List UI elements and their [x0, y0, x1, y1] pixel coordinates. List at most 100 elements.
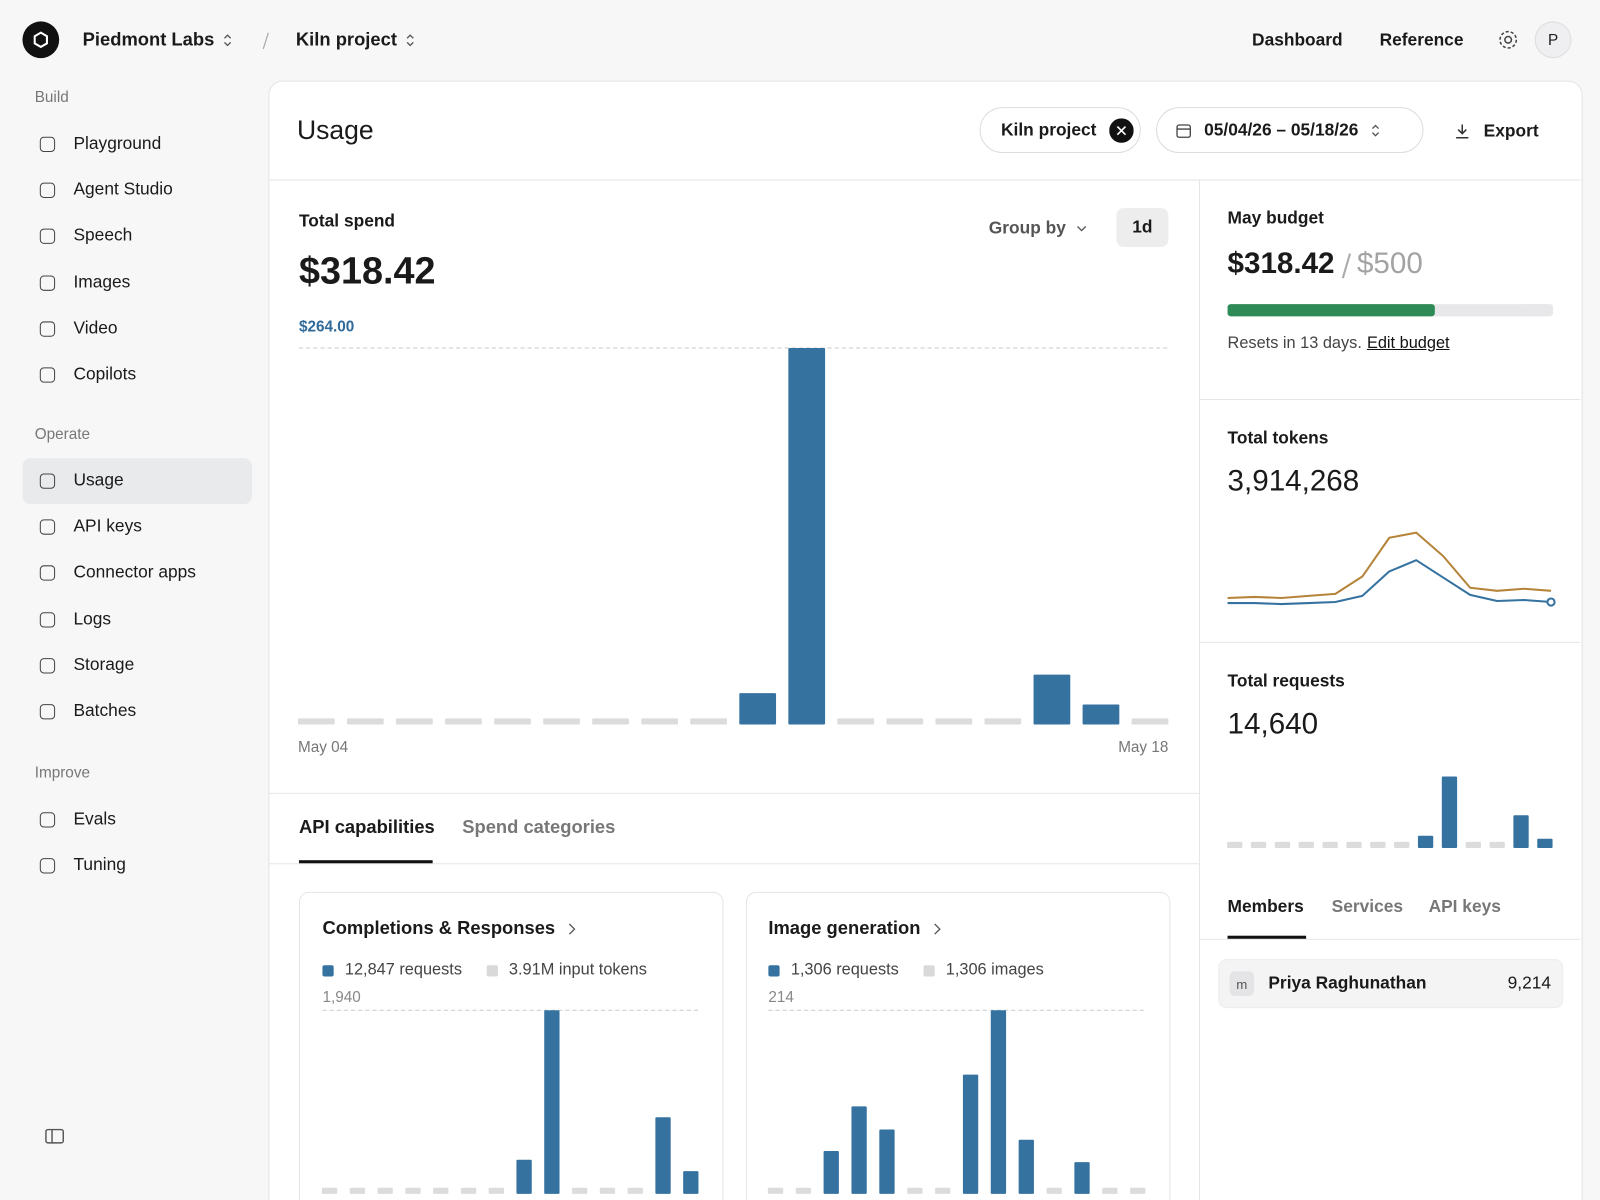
- divider: [1199, 641, 1581, 643]
- chevron: [1372, 124, 1380, 137]
- nav-link[interactable]: Reference: [1379, 30, 1464, 50]
- nav-item[interactable]: Images: [73, 271, 131, 292]
- nav-item[interactable]: Video: [73, 317, 118, 338]
- chevron: [1076, 226, 1086, 232]
- tab[interactable]: Spend categories: [462, 816, 616, 837]
- group-by[interactable]: Group by: [989, 218, 1087, 238]
- card-title: Image generation: [768, 917, 941, 939]
- legend-swatch: [768, 964, 780, 977]
- card-title: Completions & Responses: [322, 917, 576, 939]
- download-icon: [1456, 124, 1469, 139]
- remove-filter[interactable]: [1108, 117, 1134, 143]
- date-range-label: 05/04/26 – 05/18/26: [1204, 119, 1359, 140]
- tab[interactable]: Members: [1227, 896, 1304, 917]
- nav-item[interactable]: Speech: [73, 225, 133, 246]
- legend: 1,306 requests 1,306 images: [768, 961, 1044, 979]
- nav-link[interactable]: Dashboard: [1252, 30, 1343, 50]
- budget-amount: $318.42 $500: [1228, 247, 1423, 281]
- nav-item[interactable]: Evals: [73, 808, 116, 829]
- spend-label: Total spend: [298, 211, 396, 231]
- nav-icon: [39, 657, 56, 674]
- interval-button[interactable]: 1d: [1116, 208, 1169, 247]
- nav-icon: [39, 611, 56, 628]
- org-name: Piedmont Labs: [82, 29, 215, 50]
- nav-icon: [39, 704, 56, 720]
- nav-icon: [39, 367, 56, 383]
- nav-icon: [39, 275, 56, 291]
- tab[interactable]: API capabilities: [298, 816, 435, 837]
- legend-label: 12,847 requests: [344, 961, 462, 979]
- project-name: Kiln project: [295, 29, 397, 50]
- member-row[interactable]: [1218, 959, 1564, 1009]
- nav-item[interactable]: Usage: [73, 470, 124, 490]
- tab-underline: [298, 860, 433, 864]
- tokens-label: Total tokens: [1227, 428, 1329, 448]
- card-title-text: Completions & Responses: [322, 917, 556, 939]
- legend-swatch: [486, 964, 498, 977]
- tab[interactable]: API keys: [1428, 896, 1501, 917]
- nav-icon: [39, 565, 56, 582]
- logo[interactable]: [22, 21, 60, 59]
- legend-label: 1,306 images: [945, 961, 1044, 979]
- export-button[interactable]: Export: [1454, 121, 1539, 141]
- nav-icon: [39, 321, 56, 337]
- tokens-total: 3,914,268: [1227, 464, 1360, 498]
- budget-label: May budget: [1227, 207, 1324, 228]
- date-range[interactable]: 05/04/26 – 05/18/26: [1156, 107, 1424, 154]
- divider: [1199, 938, 1581, 940]
- page-title: Usage: [296, 114, 374, 146]
- legend-label: 1,306 requests: [790, 961, 899, 979]
- legend: 12,847 requests 3.91M input tokens: [322, 961, 647, 979]
- spend-total: $318.42: [298, 249, 436, 292]
- requests-label: Total requests: [1227, 671, 1345, 691]
- collapse-icon[interactable]: [45, 1128, 65, 1145]
- divider: [1198, 179, 1200, 1200]
- nav-active-bg: [22, 458, 253, 505]
- divider: [1199, 398, 1581, 400]
- budget-note: Resets in 13 days. Edit budget: [1228, 335, 1450, 353]
- nav-icon: [39, 858, 56, 874]
- divider: [269, 792, 1199, 794]
- budget-limit: $500: [1356, 247, 1423, 281]
- legend-swatch: [322, 964, 334, 977]
- filter-chip[interactable]: Kiln project: [979, 107, 1141, 154]
- logo-mark: [33, 31, 48, 49]
- nav-section-title: Operate: [34, 425, 91, 443]
- member-initial: m: [1229, 971, 1255, 996]
- nav-icon: [39, 519, 56, 535]
- chevron: [934, 923, 941, 935]
- calendar-icon: [1176, 123, 1191, 138]
- nav-item[interactable]: Tuning: [73, 855, 126, 875]
- divider: [269, 863, 1199, 865]
- nav-item[interactable]: Agent Studio: [73, 179, 173, 199]
- divider: [269, 179, 1581, 181]
- budget-note-text: Resets in 13 days.: [1227, 334, 1362, 353]
- tab[interactable]: Services: [1331, 896, 1404, 917]
- avatar[interactable]: P: [1534, 21, 1572, 59]
- settings-icon[interactable]: [1497, 29, 1519, 51]
- edit-budget[interactable]: Edit budget: [1366, 334, 1450, 353]
- nav-item[interactable]: Storage: [73, 654, 135, 675]
- nav-item[interactable]: Copilots: [73, 364, 137, 384]
- nav-item[interactable]: Playground: [73, 133, 162, 153]
- requests-total: 14,640: [1227, 707, 1319, 741]
- budget-spent: $318.42: [1227, 247, 1335, 281]
- separator: [262, 32, 269, 50]
- nav-section-title: Improve: [34, 764, 90, 782]
- capability-card[interactable]: [298, 891, 724, 1200]
- capability-card[interactable]: [745, 891, 1171, 1200]
- org-switcher[interactable]: Piedmont Labs: [83, 29, 233, 50]
- nav-item[interactable]: Logs: [73, 608, 112, 628]
- nav-item[interactable]: Connector apps: [73, 562, 196, 582]
- group-by-label: Group by: [988, 218, 1066, 238]
- nav-icon: [39, 228, 56, 245]
- nav-icon: [39, 473, 56, 489]
- chevron: [568, 923, 576, 935]
- card-title-text: Image generation: [768, 917, 921, 939]
- main-panel: [268, 80, 1583, 1200]
- nav-item[interactable]: Batches: [73, 700, 137, 721]
- tab-underline: [1227, 935, 1307, 939]
- nav-item[interactable]: API keys: [73, 516, 142, 536]
- project-switcher[interactable]: Kiln project: [296, 29, 415, 50]
